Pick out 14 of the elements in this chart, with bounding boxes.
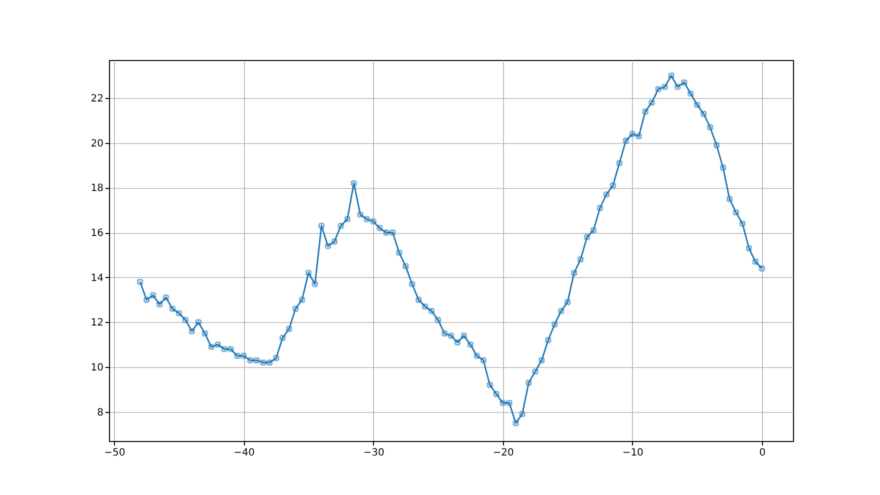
- x-tick-label: −50: [104, 448, 126, 458]
- y-tick-label: 22: [90, 94, 104, 105]
- x-tick-label: −10: [622, 448, 644, 458]
- x-tick-label: −20: [492, 448, 514, 458]
- y-tick-label: 10: [90, 362, 104, 374]
- x-tick-label: −30: [363, 448, 384, 458]
- y-tick-label: 20: [90, 138, 104, 150]
- y-tick-label: 16: [90, 228, 104, 240]
- x-tick-label: −40: [234, 448, 255, 458]
- y-tick-label: 18: [90, 183, 104, 194]
- y-tick-label: 14: [90, 272, 104, 284]
- x-tick-label: 0: [759, 448, 766, 458]
- y-tick-label: 12: [90, 318, 104, 329]
- y-tick-label: 8: [97, 407, 104, 418]
